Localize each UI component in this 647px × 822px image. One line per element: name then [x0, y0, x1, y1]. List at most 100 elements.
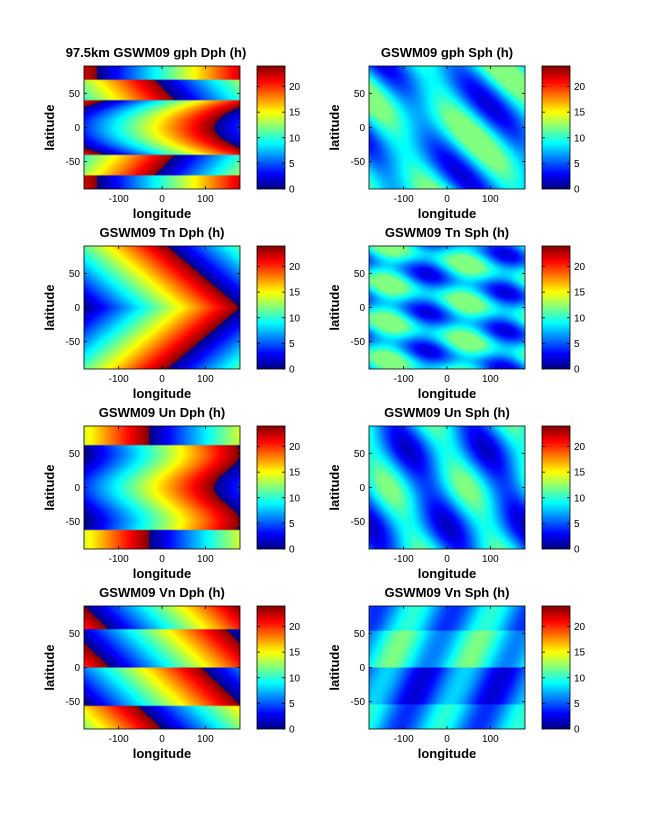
- heatmap-image: [84, 246, 240, 369]
- x-tick-label: 100: [482, 374, 499, 385]
- chart-panel: GSWM09 gph Sph (h)-100 0 100500-50longitud…: [327, 45, 586, 221]
- colorbar-tick-label: 5: [289, 339, 295, 350]
- colorbar-tick-label: 20: [574, 262, 586, 273]
- y-tick-label: 50: [69, 89, 81, 100]
- colorbar-tick-label: 15: [289, 648, 301, 659]
- x-tick-label: 0: [159, 734, 165, 745]
- colorbar-tick-label: 10: [574, 673, 586, 684]
- colorbar-frame: [541, 245, 571, 370]
- colorbar: [257, 426, 285, 549]
- x-tick-label: -100: [394, 734, 414, 745]
- colorbar: [257, 246, 285, 369]
- x-axis-label: longitude: [418, 206, 477, 221]
- chart-panel: GSWM09 Vn Sph (h)-100 0 100500-50longitude…: [327, 585, 586, 761]
- colorbar-frame: [541, 605, 571, 730]
- colorbar-tick-label: 20: [574, 442, 586, 453]
- chart-panel: GSWM09 Vn Dph (h)-100 0 100500-50longitude…: [42, 585, 301, 761]
- x-axis-label: longitude: [418, 746, 477, 761]
- colorbar-tick-label: 5: [574, 699, 580, 710]
- x-tick-label: 0: [444, 194, 450, 205]
- y-tick-label: 50: [354, 629, 366, 640]
- heatmap-image: [369, 426, 525, 549]
- x-axis-label: longitude: [133, 386, 192, 401]
- x-axis-label: longitude: [133, 206, 192, 221]
- y-axis-label: latitude: [42, 644, 57, 690]
- y-tick-label: 0: [359, 663, 365, 674]
- chart-panel: GSWM09 Tn Dph (h)-100 0 100500-50longitude…: [42, 225, 301, 401]
- colorbar-tick-label: 20: [289, 82, 301, 93]
- y-axis-label: latitude: [327, 644, 342, 690]
- y-tick-label: 50: [69, 629, 81, 640]
- heatmap-image: [84, 66, 240, 189]
- heatmap-image: [84, 606, 240, 729]
- colorbar-tick-label: 0: [574, 725, 580, 736]
- y-axis-label: latitude: [327, 464, 342, 510]
- heatmap-image: [84, 426, 240, 549]
- heatmap-image: [369, 66, 525, 189]
- y-tick-label: 50: [69, 269, 81, 280]
- x-tick-label: -100: [394, 554, 414, 565]
- colorbar-tick-label: 5: [289, 699, 295, 710]
- colorbar-tick-label: 10: [289, 493, 301, 504]
- y-axis-label: latitude: [42, 284, 57, 330]
- y-tick-label: -50: [351, 517, 366, 528]
- colorbar: [542, 426, 570, 549]
- x-tick-label: 100: [197, 194, 214, 205]
- chart-title: GSWM09 Tn Dph (h): [100, 225, 225, 240]
- chart-title: GSWM09 gph Sph (h): [381, 45, 513, 60]
- colorbar-tick-label: 5: [289, 519, 295, 530]
- y-tick-label: 50: [354, 269, 366, 280]
- y-tick-label: 0: [359, 123, 365, 134]
- x-tick-label: 100: [482, 194, 499, 205]
- colorbar: [257, 66, 285, 189]
- colorbar-frame: [541, 425, 571, 550]
- y-tick-label: -50: [351, 697, 366, 708]
- colorbar-tick-label: 15: [289, 288, 301, 299]
- y-tick-label: 0: [74, 303, 80, 314]
- colorbar: [257, 606, 285, 729]
- y-tick-label: -50: [351, 157, 366, 168]
- chart-title: GSWM09 Vn Sph (h): [385, 585, 510, 600]
- y-tick-label: -50: [66, 157, 81, 168]
- x-axis-label: longitude: [418, 386, 477, 401]
- colorbar-tick-label: 15: [574, 108, 586, 119]
- chart-title: GSWM09 Un Sph (h): [384, 405, 510, 420]
- y-tick-label: 0: [359, 303, 365, 314]
- colorbar-tick-label: 20: [574, 622, 586, 633]
- y-tick-label: -50: [66, 697, 81, 708]
- x-axis-label: longitude: [418, 566, 477, 581]
- y-tick-label: 0: [74, 663, 80, 674]
- colorbar-tick-label: 20: [289, 622, 301, 633]
- x-tick-label: -100: [109, 374, 129, 385]
- colorbar-tick-label: 10: [574, 313, 586, 324]
- colorbar-tick-label: 0: [574, 365, 580, 376]
- colorbar: [542, 66, 570, 189]
- colorbar-tick-label: 0: [289, 725, 295, 736]
- y-tick-label: -50: [66, 337, 81, 348]
- colorbar-tick-label: 0: [289, 185, 295, 196]
- x-tick-label: 0: [444, 554, 450, 565]
- colorbar-tick-label: 15: [574, 288, 586, 299]
- y-axis-label: latitude: [42, 464, 57, 510]
- colorbar-tick-label: 0: [574, 545, 580, 556]
- x-tick-label: 100: [197, 554, 214, 565]
- heatmap-image: [369, 246, 525, 369]
- colorbar-tick-label: 10: [574, 133, 586, 144]
- colorbar-tick-label: 15: [574, 648, 586, 659]
- colorbar-frame: [256, 425, 286, 550]
- chart-panel: GSWM09 Tn Sph (h)-100 0 100500-50longitude…: [327, 225, 586, 401]
- x-tick-label: 100: [482, 554, 499, 565]
- colorbar-tick-label: 5: [289, 159, 295, 170]
- y-axis-label: latitude: [42, 104, 57, 150]
- x-tick-label: 0: [159, 554, 165, 565]
- colorbar-tick-label: 15: [289, 108, 301, 119]
- x-tick-label: -100: [109, 194, 129, 205]
- y-tick-label: 0: [74, 483, 80, 494]
- colorbar: [542, 606, 570, 729]
- colorbar-tick-label: 10: [289, 673, 301, 684]
- x-tick-label: -100: [109, 554, 129, 565]
- x-tick-label: 0: [444, 734, 450, 745]
- colorbar-frame: [256, 245, 286, 370]
- colorbar-tick-label: 5: [574, 519, 580, 530]
